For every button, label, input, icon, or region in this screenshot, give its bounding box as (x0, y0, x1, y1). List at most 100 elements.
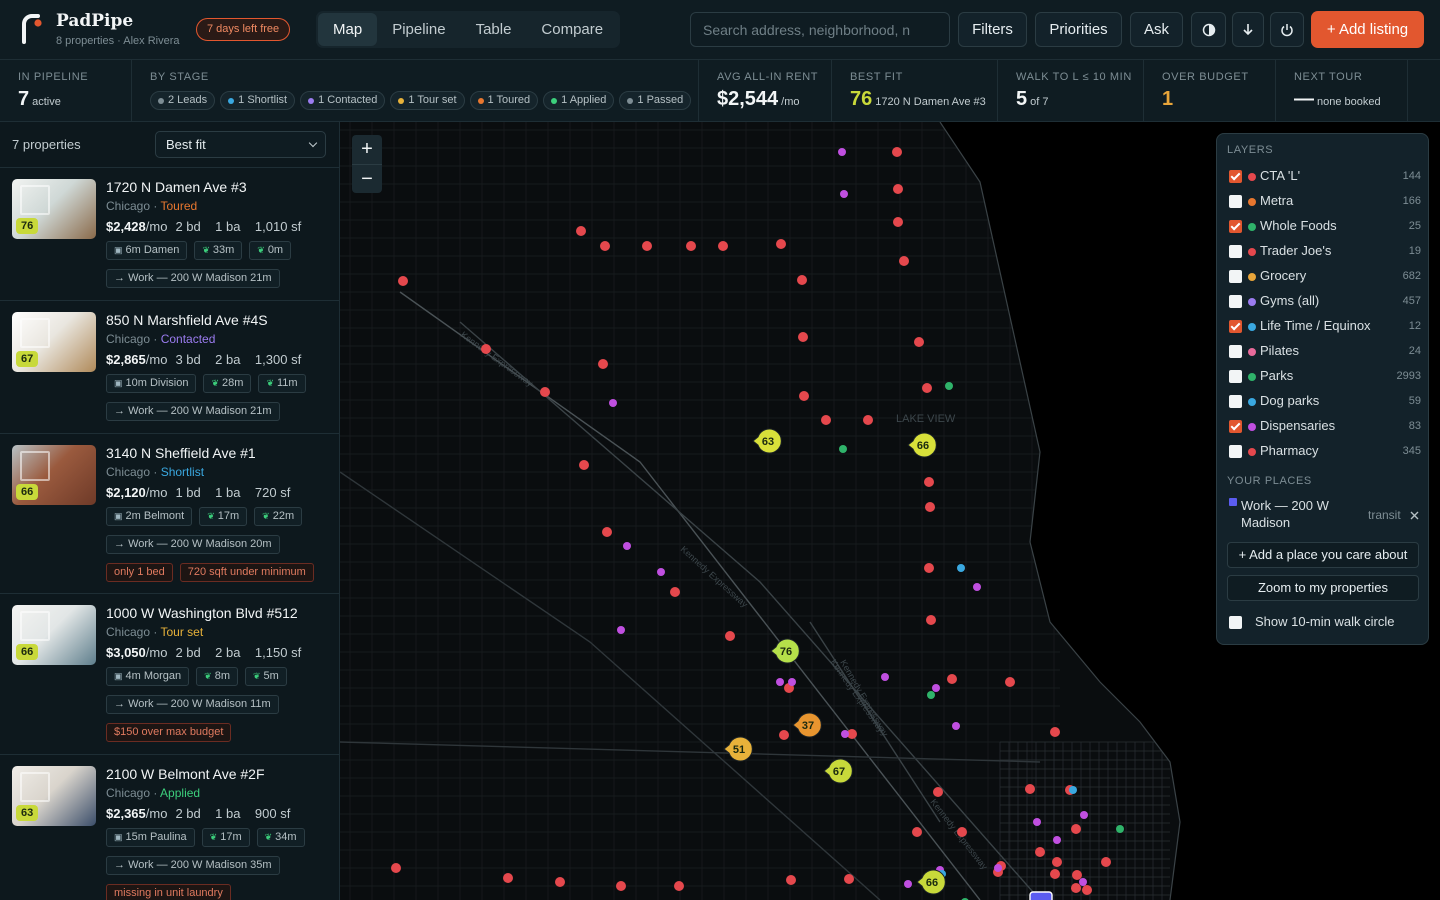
stat-best-fit[interactable]: BEST FIT 76 1720 N Damen Ave #3 (832, 60, 998, 122)
add-listing-button[interactable]: + Add listing (1311, 11, 1424, 48)
layer-row[interactable]: Gyms (all) 457 (1229, 292, 1421, 312)
layer-checkbox[interactable] (1229, 395, 1242, 408)
cta-station-marker[interactable] (1025, 784, 1035, 794)
cta-station-marker[interactable] (925, 502, 935, 512)
cta-station-marker[interactable] (786, 875, 796, 885)
dispensary-marker[interactable] (1053, 836, 1061, 844)
power-button[interactable] (1270, 12, 1304, 47)
walk-circle-checkbox[interactable] (1229, 616, 1242, 629)
cta-station-marker[interactable] (922, 383, 932, 393)
cta-station-marker[interactable] (924, 477, 934, 487)
trial-badge[interactable]: 7 days left free (196, 18, 291, 41)
cta-station-marker[interactable] (670, 587, 680, 597)
cta-station-marker[interactable] (914, 337, 924, 347)
dispensary-marker[interactable] (788, 678, 796, 686)
property-pin[interactable]: 51 (723, 736, 753, 762)
cta-station-marker[interactable] (576, 226, 586, 236)
dispensary-marker[interactable] (904, 880, 912, 888)
cta-station-marker[interactable] (957, 827, 967, 837)
layer-checkbox[interactable] (1229, 345, 1242, 358)
cta-station-marker[interactable] (674, 881, 684, 891)
whole-foods-marker[interactable] (839, 445, 847, 453)
tab-compare[interactable]: Compare (541, 21, 604, 38)
property-pin[interactable]: 37 (792, 712, 822, 738)
cta-station-marker[interactable] (799, 391, 809, 401)
cta-station-marker[interactable] (600, 241, 610, 251)
layer-row[interactable]: Life Time / Equinox 12 (1229, 317, 1421, 337)
cta-station-marker[interactable] (797, 275, 807, 285)
stage-chip[interactable]: 1 Applied (543, 91, 615, 110)
tab-table[interactable]: Table (475, 21, 512, 38)
cta-station-marker[interactable] (1050, 727, 1060, 737)
cta-station-marker[interactable] (924, 563, 934, 573)
cta-station-marker[interactable] (844, 874, 854, 884)
cta-station-marker[interactable] (642, 241, 652, 251)
cta-station-marker[interactable] (821, 415, 831, 425)
add-place-button[interactable]: + Add a place you care about (1227, 542, 1419, 568)
cta-station-marker[interactable] (398, 276, 408, 286)
cta-station-marker[interactable] (947, 674, 957, 684)
dispensary-marker[interactable] (657, 568, 665, 576)
listing-card[interactable]: 66 1000 W Washington Blvd #512 Chicago · T… (0, 594, 339, 755)
dispensary-marker[interactable] (841, 730, 849, 738)
walk-circle-toggle[interactable]: Show 10-min walk circle (1229, 613, 1421, 633)
cta-station-marker[interactable] (1050, 869, 1060, 879)
dispensary-marker[interactable] (776, 678, 784, 686)
cta-station-marker[interactable] (1082, 885, 1092, 895)
dispensary-marker[interactable] (994, 864, 1002, 872)
zoom-to-properties-button[interactable]: Zoom to my properties (1227, 575, 1419, 601)
dispensary-marker[interactable] (838, 148, 846, 156)
theme-toggle-button[interactable] (1191, 12, 1226, 47)
cta-station-marker[interactable] (481, 344, 491, 354)
filters-button[interactable]: Filters (958, 12, 1027, 47)
cta-station-marker[interactable] (540, 387, 550, 397)
stage-chip[interactable]: 1 Shortlist (220, 91, 296, 110)
property-pin[interactable]: 63 (752, 428, 782, 454)
listing-card[interactable]: 67 850 N Marshfield Ave #4S Chicago · Cont… (0, 301, 339, 434)
cta-station-marker[interactable] (892, 147, 902, 157)
cta-station-marker[interactable] (1071, 883, 1081, 893)
gym-marker[interactable] (1069, 786, 1077, 794)
cta-station-marker[interactable] (503, 873, 513, 883)
cta-station-marker[interactable] (1035, 847, 1045, 857)
layer-checkbox[interactable] (1229, 420, 1242, 433)
layer-checkbox[interactable] (1229, 295, 1242, 308)
stage-chip[interactable]: 1 Contacted (300, 91, 386, 110)
whole-foods-marker[interactable] (927, 691, 935, 699)
cta-station-marker[interactable] (863, 415, 873, 425)
listing-address[interactable]: 2100 W Belmont Ave #2F (106, 766, 265, 782)
cta-station-marker[interactable] (1071, 824, 1081, 834)
property-pin[interactable]: 66 (916, 869, 946, 895)
cta-station-marker[interactable] (893, 184, 903, 194)
cta-station-marker[interactable] (718, 241, 728, 251)
stage-chip[interactable]: 1 Passed (619, 91, 692, 110)
cta-station-marker[interactable] (616, 881, 626, 891)
whole-foods-marker[interactable] (1116, 825, 1124, 833)
remove-place-icon[interactable] (1410, 511, 1419, 520)
cta-station-marker[interactable] (926, 615, 936, 625)
layer-checkbox[interactable] (1229, 195, 1242, 208)
cta-station-marker[interactable] (779, 730, 789, 740)
zoom-out-button[interactable]: − (352, 164, 382, 193)
dispensary-marker[interactable] (623, 542, 631, 550)
cta-station-marker[interactable] (1072, 870, 1082, 880)
work-place-marker[interactable] (1029, 891, 1053, 900)
sort-select[interactable]: Best fit (155, 131, 326, 158)
layer-checkbox[interactable] (1229, 245, 1242, 258)
layer-row[interactable]: Whole Foods 25 (1229, 217, 1421, 237)
gym-marker[interactable] (957, 564, 965, 572)
stage-chip[interactable]: 1 Tour set (390, 91, 465, 110)
dispensary-marker[interactable] (1080, 811, 1088, 819)
listing-address[interactable]: 1720 N Damen Ave #3 (106, 179, 247, 195)
layer-row[interactable]: CTA 'L' 144 (1229, 167, 1421, 187)
property-pin[interactable]: 66 (907, 432, 937, 458)
layer-row[interactable]: Metra 166 (1229, 192, 1421, 212)
layer-row[interactable]: Parks 2993 (1229, 367, 1421, 387)
layer-checkbox[interactable] (1229, 320, 1242, 333)
cta-station-marker[interactable] (598, 359, 608, 369)
cta-station-marker[interactable] (776, 239, 786, 249)
dispensary-marker[interactable] (952, 722, 960, 730)
cta-station-marker[interactable] (725, 631, 735, 641)
cta-station-marker[interactable] (555, 877, 565, 887)
layer-row[interactable]: Dog parks 59 (1229, 392, 1421, 412)
